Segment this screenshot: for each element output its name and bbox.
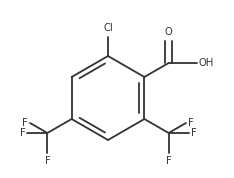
Text: OH: OH (199, 58, 214, 68)
Text: F: F (188, 118, 194, 128)
Text: F: F (44, 156, 50, 166)
Text: F: F (22, 118, 28, 128)
Text: F: F (166, 156, 172, 166)
Text: O: O (165, 27, 172, 37)
Text: F: F (20, 128, 25, 138)
Text: F: F (191, 128, 196, 138)
Text: Cl: Cl (103, 23, 113, 33)
